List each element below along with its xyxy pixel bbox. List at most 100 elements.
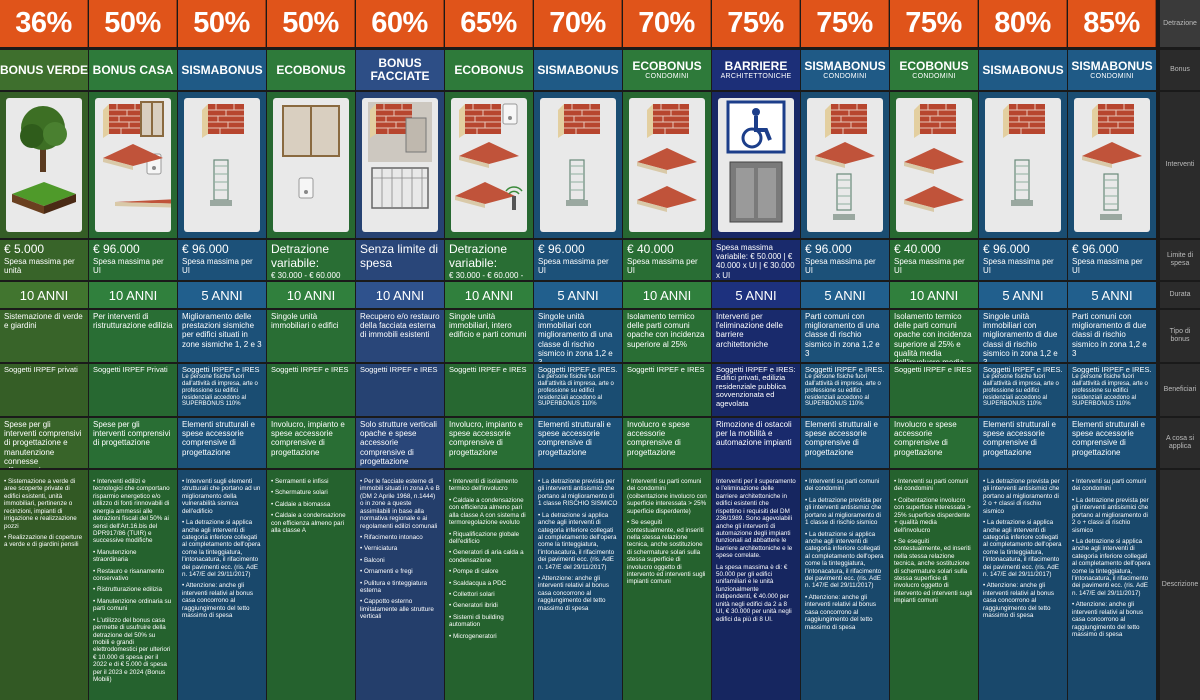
bonus-name-label: SISMABONUS	[1071, 59, 1153, 74]
limite-note: € 30.000 - € 60.000 - € 100.000	[449, 270, 524, 280]
limite-spesa: € 96.000 Spesa massima per UI	[89, 240, 177, 280]
bonus-name-label: BONUS FACCIATE	[370, 56, 430, 83]
bonus-name-label: ECOBONUS	[899, 59, 969, 74]
bonus-name: ECOBONUS CONDOMINI	[623, 50, 711, 90]
interventi-image	[0, 92, 88, 238]
descrizione: • Sistemazione a verde di aree scoperte …	[0, 470, 88, 700]
wall-boiler-roof-sensor-icon	[455, 103, 523, 210]
descrizione-item: • Generatori ibridi	[449, 602, 498, 610]
beneficiari-main: Soggetti IRPEF e IRES.	[1072, 365, 1152, 374]
beneficiari-main: Soggetti IRPEF e IRES: Edifici privati, …	[716, 365, 796, 408]
descrizione-item: • Attenzione: anche gli interventi relat…	[182, 582, 254, 620]
wall-roof-pillar-icon	[815, 104, 875, 220]
tipo-bonus: Singole unità immobiliari o edifici	[267, 310, 355, 362]
limite-note: Spesa massima per UI	[182, 256, 253, 275]
facade-balcony-icon	[368, 102, 432, 209]
bonus-column: 75% ECOBONUS CONDOMINI € 40.000 Spesa massim…	[890, 0, 978, 700]
row-label-limite: Limite di spesa	[1160, 240, 1200, 280]
bonus-name-label: SISMABONUS	[537, 62, 619, 77]
descrizione-item: • Attenzione: anche gli interventi relat…	[1072, 601, 1144, 639]
bonus-name: SISMABONUS	[534, 50, 622, 90]
durata: 10 ANNI	[445, 282, 533, 308]
beneficiari: Soggetti IRPEF e IRES	[445, 364, 533, 416]
limite-value: € 96.000	[182, 242, 229, 256]
bonus-column: 75% BARRIERE ARCHITETTONICHE Spesa massima …	[712, 0, 800, 700]
wall-roof-icon	[637, 104, 697, 212]
tipo-bonus: Parti comuni con miglioramento di una cl…	[801, 310, 889, 362]
row-label-tipo: Tipo di bonus	[1160, 310, 1200, 362]
beneficiari-main: Soggetti IRPEF e IRES	[894, 365, 972, 374]
interventi-illustration	[896, 98, 972, 232]
detrazione-percent: 75%	[712, 0, 800, 47]
detrazione-percent: 65%	[445, 0, 533, 47]
limite-spesa: € 96.000 Spesa massima per UI	[1068, 240, 1156, 280]
bonus-name-sub: CONDOMINI	[1090, 72, 1134, 80]
detrazione-percent: 75%	[890, 0, 978, 47]
detrazione-percent: 70%	[534, 0, 622, 47]
window-boiler-icon	[282, 105, 340, 199]
tipo-bonus: Isolamento termico delle parti comuni op…	[623, 310, 711, 362]
limite-value: Senza limite di spesa	[360, 242, 439, 270]
descrizione-item: • Per le facciate esterne di immobili si…	[360, 478, 440, 530]
bonus-name-label: ECOBONUS	[454, 62, 524, 77]
detrazione-percent: 50%	[89, 0, 177, 47]
durata: 10 ANNI	[356, 282, 444, 308]
interventi-illustration	[629, 98, 705, 232]
descrizione-item: • La detrazione si applica anche agli in…	[983, 519, 1062, 579]
descrizione: • La detrazione prevista per gli interve…	[979, 470, 1067, 700]
beneficiari-note: Le persone fisiche fuori dall'attività d…	[805, 374, 881, 408]
tipo-bonus: Singole unità immobiliari, intero edific…	[445, 310, 533, 362]
bonus-column: 70% SISMABONUS € 96.000 Spesa massima per U…	[534, 0, 622, 700]
descrizione-item: • L'utilizzo del bonus casa permette di …	[93, 616, 171, 684]
interventi-illustration	[718, 98, 794, 232]
detrazione-percent: 85%	[1068, 0, 1156, 47]
descrizione-item: • Caldaie a biomassa	[271, 500, 331, 508]
a-cosa-si-applica: Involucro e spese accessorie comprensive…	[890, 418, 978, 468]
beneficiari-main: Soggetti IRPEF e IRES	[449, 365, 527, 374]
beneficiari: Soggetti IRPEF e IRES	[890, 364, 978, 416]
descrizione-item: • Caldaie a condensazione con efficienza…	[271, 512, 346, 535]
limite-spesa: € 96.000 Spesa massima per UI	[801, 240, 889, 280]
descrizione-item: • Interventi su parti comuni dei condomi…	[627, 478, 707, 515]
descrizione-item: • La detrazione si applica anche agli in…	[1072, 537, 1151, 597]
limite-spesa: € 40.000 Spesa massima per UI	[890, 240, 978, 280]
beneficiari: Soggetti IRPEF privati	[0, 364, 88, 416]
descrizione-item: • La detrazione prevista per gli interve…	[1072, 496, 1149, 534]
descrizione: Interventi per il superamento e l'elimin…	[712, 470, 800, 700]
interventi-illustration	[184, 98, 260, 232]
bonus-name-label: ECOBONUS	[276, 62, 346, 77]
descrizione-item: • Pulitura e tinteggiatura esterna	[360, 579, 427, 595]
beneficiari: Soggetti IRPEF e IRES	[623, 364, 711, 416]
tree-lawn-icon	[12, 106, 76, 214]
wheelchair-elevator-icon	[726, 100, 786, 223]
bonus-column: 50% ECOBONUS Detrazione variabile: € 30.000…	[267, 0, 355, 700]
bonus-column: 80% SISMABONUS € 96.000 Spesa massima per U…	[979, 0, 1067, 700]
descrizione-item: • La detrazione si applica anche agli in…	[182, 519, 261, 579]
limite-note: Spesa massima per UI	[1072, 256, 1143, 275]
descrizione: • Interventi su parti comuni dei condomi…	[1068, 470, 1156, 700]
beneficiari: Soggetti IRPEF e IRES	[267, 364, 355, 416]
descrizione: • La detrazione prevista per gli interve…	[534, 470, 622, 700]
limite-note: € 30.000 - € 60.000	[271, 270, 341, 280]
descrizione: • Interventi su parti comuni dei condomi…	[890, 470, 978, 700]
limite-value: € 96.000	[983, 242, 1030, 256]
descrizione: • Serramenti e infissi • Schermature sola…	[267, 470, 355, 700]
descrizione: • Interventi edilizi e tecnologici che c…	[89, 470, 177, 700]
descrizione-item: • La detrazione prevista per gli interve…	[538, 478, 618, 508]
limite-note: Spesa massima per UI	[627, 256, 698, 275]
descrizione-item: • Cappotto esterno limitatamente alle st…	[360, 598, 434, 621]
detrazione-percent: 75%	[801, 0, 889, 47]
interventi-illustration	[540, 98, 616, 232]
descrizione: • Interventi sugli elementi strutturali …	[178, 470, 266, 700]
bonus-column: 50% SISMABONUS € 96.000 Spesa massima per U…	[178, 0, 266, 700]
bonus-column: 60% BONUS FACCIATE Senza limite di spesa 10…	[356, 0, 444, 700]
beneficiari: Soggetti IRPEF e IRES Le persone fisiche …	[178, 364, 266, 416]
detrazione-percent: 80%	[979, 0, 1067, 47]
limite-value: € 40.000	[894, 242, 941, 256]
descrizione: • Interventi su parti comuni dei condomi…	[623, 470, 711, 700]
detrazione-percent: 70%	[623, 0, 711, 47]
bonus-name: SISMABONUS	[178, 50, 266, 90]
descrizione-item: • Ristrutturazione edilizia	[93, 586, 163, 594]
descrizione-item: • Balconi	[360, 556, 385, 564]
interventi-image	[1068, 92, 1156, 238]
